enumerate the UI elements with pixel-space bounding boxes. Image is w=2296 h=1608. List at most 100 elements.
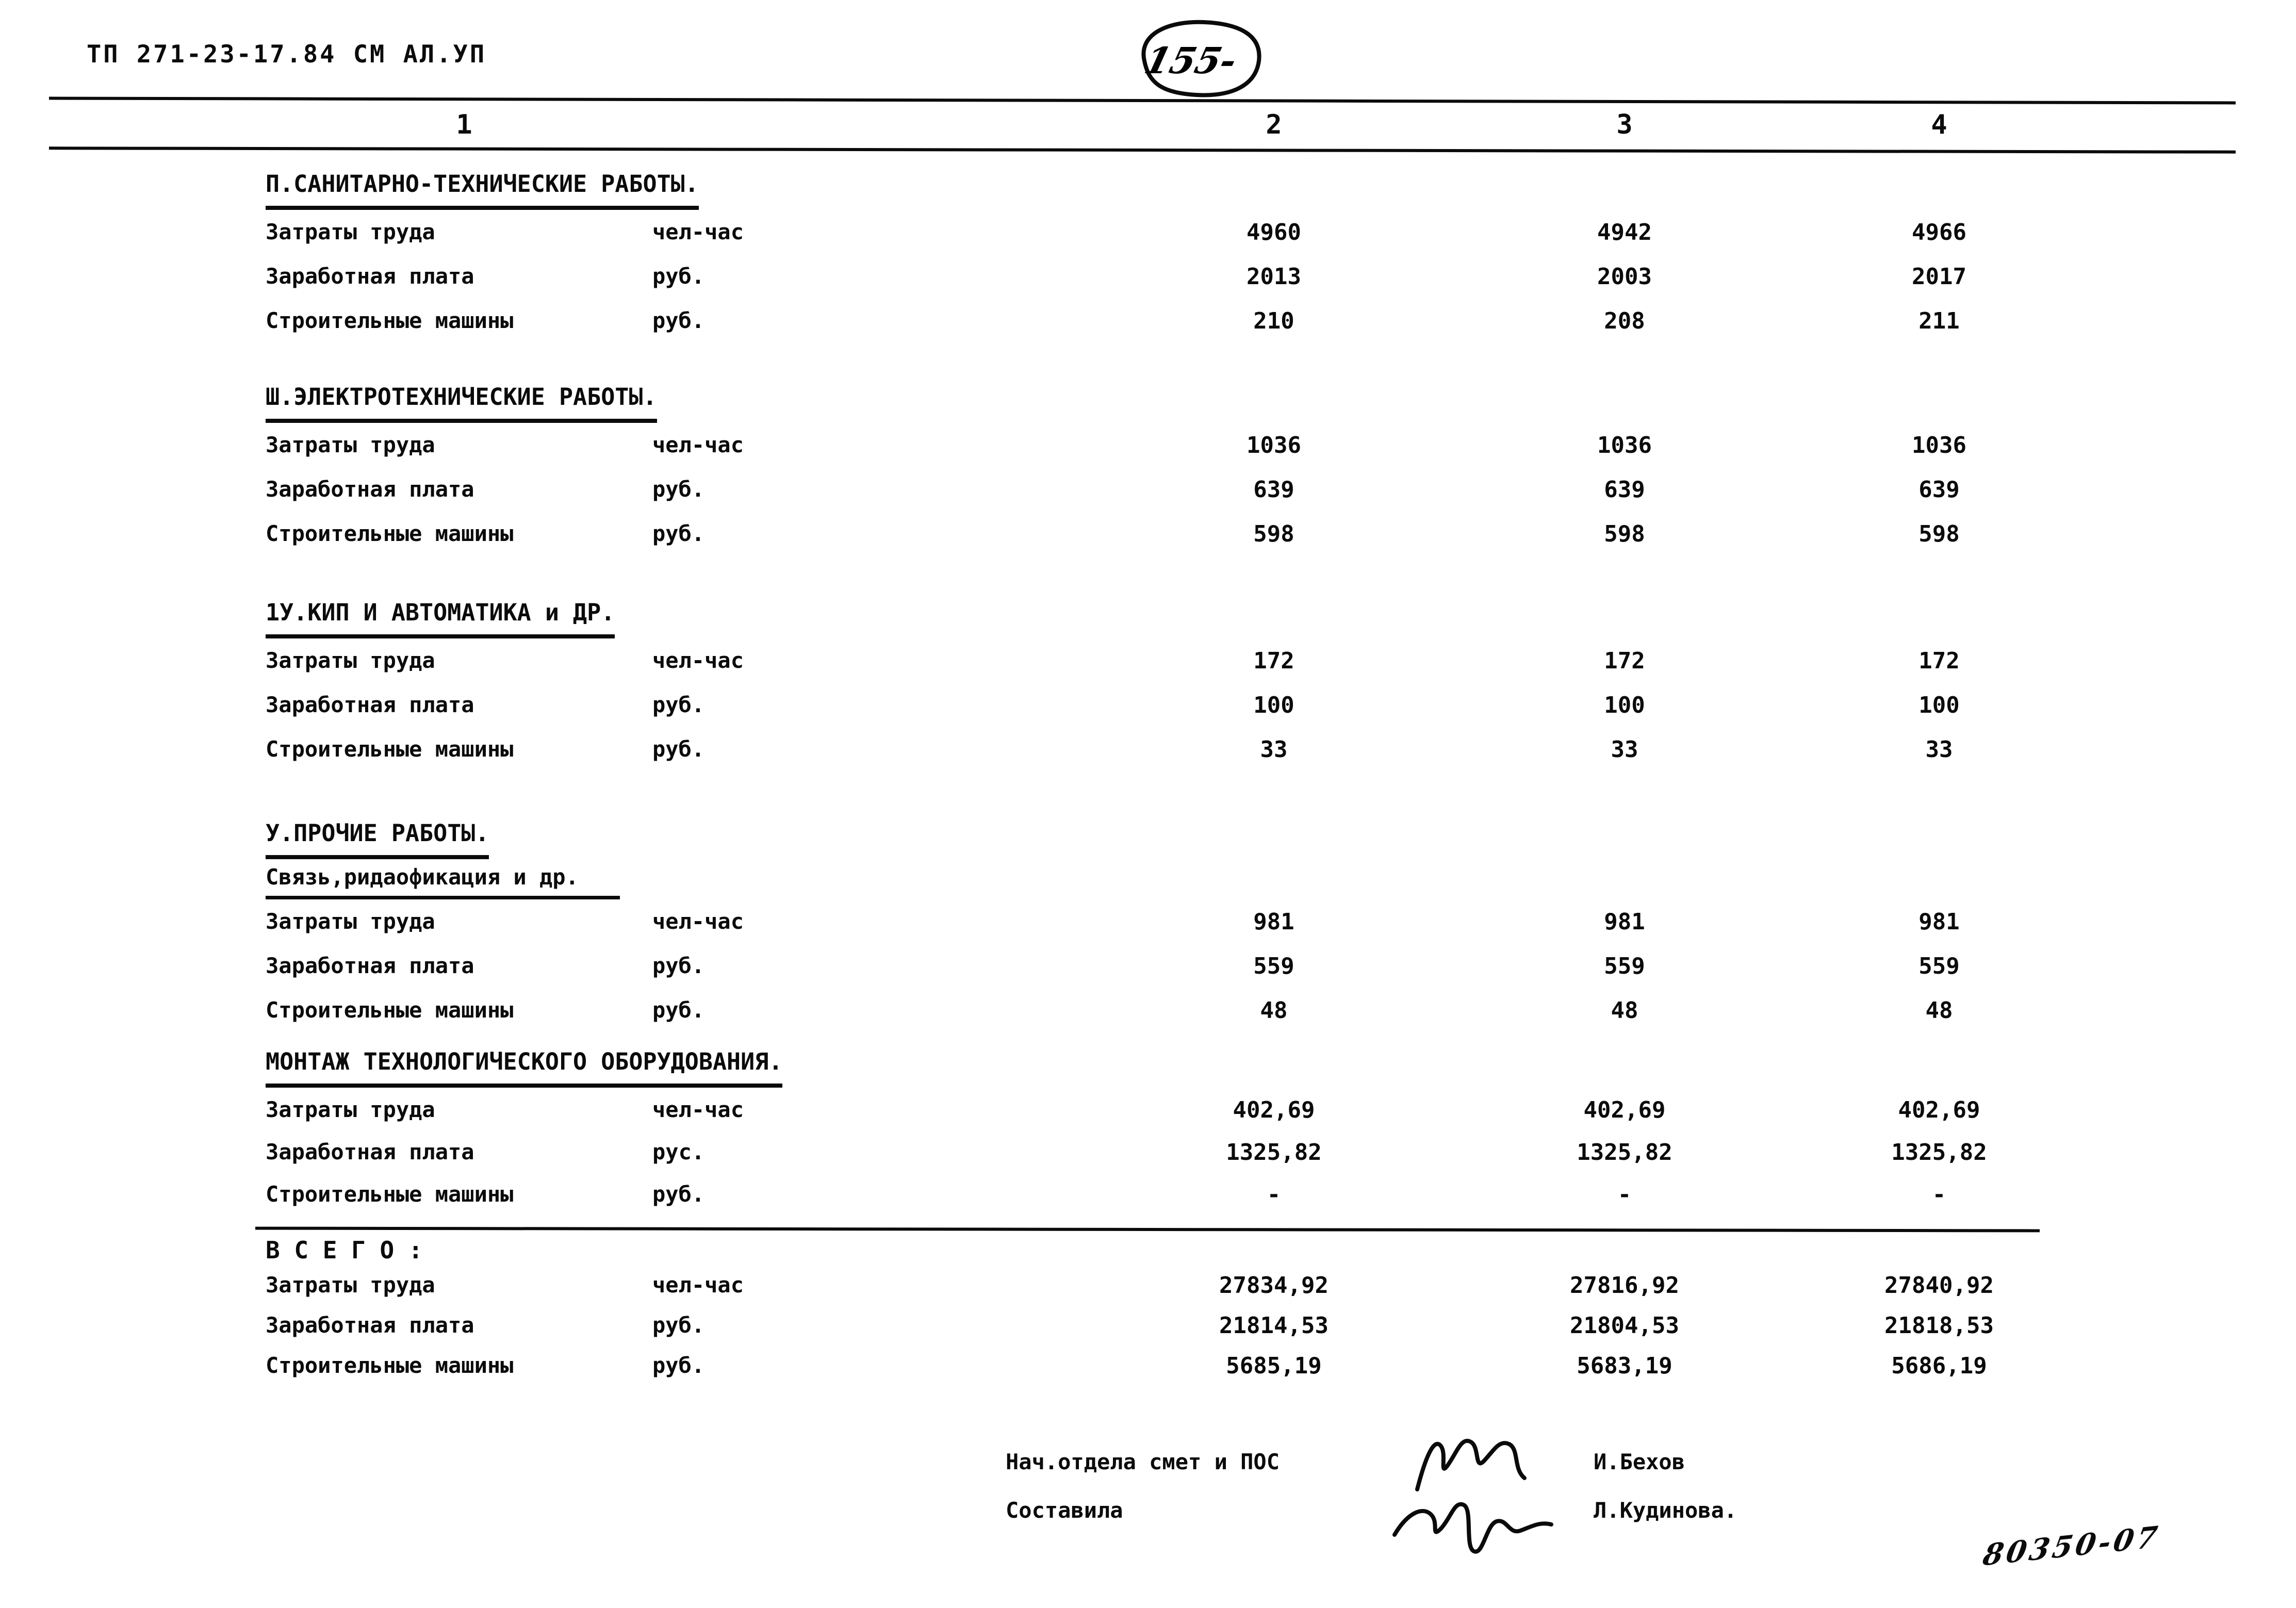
row-label: Затраты труда bbox=[266, 909, 435, 934]
row-value-col3: 1325,82 bbox=[1577, 1139, 1672, 1166]
table-body: П.САНИТАРНО-ТЕХНИЧЕСКИЕ РАБОТЫ. Затраты … bbox=[0, 165, 2296, 1393]
row-value-col4: 639 bbox=[1918, 477, 1960, 503]
row-value-col4: 33 bbox=[1925, 736, 1953, 763]
row-value-col2: 1325,82 bbox=[1226, 1139, 1322, 1166]
row-label: Строительные машины bbox=[266, 736, 514, 762]
column-header-3: 3 bbox=[1616, 109, 1633, 140]
signature-squiggle-2 bbox=[1392, 1502, 1553, 1554]
row-value-col2: 100 bbox=[1253, 692, 1294, 718]
row-value-col2: 2013 bbox=[1247, 264, 1301, 290]
row-value-col2: 559 bbox=[1253, 953, 1294, 979]
table-row: Затраты труда чел-час 172 172 172 bbox=[0, 648, 2296, 692]
row-value-col4: 27840,92 bbox=[1884, 1272, 1994, 1299]
table-row: Заработная плата рус. 1325,82 1325,82 13… bbox=[0, 1139, 2296, 1182]
row-value-col3: 639 bbox=[1604, 477, 1645, 503]
row-unit: чел-час bbox=[652, 648, 744, 673]
row-value-col2: 33 bbox=[1260, 736, 1288, 763]
total-separator-rule bbox=[255, 1226, 2040, 1233]
row-value-col3: 402,69 bbox=[1583, 1097, 1666, 1123]
section-subtitle: Связь,ридаофикация и др. bbox=[266, 864, 2296, 899]
row-value-col4: 1325,82 bbox=[1891, 1139, 1987, 1166]
section-rows: Затраты труда чел-час 402,69 402,69 402,… bbox=[0, 1097, 2296, 1224]
column-header-2: 2 bbox=[1266, 109, 1282, 140]
row-label: Затраты труда bbox=[266, 648, 435, 673]
row-label: Строительные машины bbox=[266, 997, 514, 1023]
section-rows: Затраты труда чел-час 172 172 172 Зарабо… bbox=[0, 648, 2296, 781]
table-row: Затраты труда чел-час 1036 1036 1036 bbox=[0, 432, 2296, 477]
row-value-col4: 4966 bbox=[1912, 219, 1966, 245]
row-value-col3: 21804,53 bbox=[1570, 1312, 1679, 1339]
row-value-col2: 639 bbox=[1253, 477, 1294, 503]
table-row: Строительные машины руб. 33 33 33 bbox=[0, 736, 2296, 781]
row-value-col3: 981 bbox=[1604, 909, 1645, 935]
table-row: Заработная плата руб. 559 559 559 bbox=[0, 953, 2296, 997]
row-value-col4: 211 bbox=[1918, 308, 1960, 334]
row-value-col3: 172 bbox=[1604, 648, 1645, 674]
document-code: ТП 271-23-17.84 СМ АЛ.УП bbox=[87, 40, 487, 69]
row-label: Затраты труда bbox=[266, 1097, 435, 1122]
section-rows: Затраты труда чел-час 1036 1036 1036 Зар… bbox=[0, 432, 2296, 565]
row-label: Строительные машины bbox=[266, 1182, 514, 1207]
row-unit: чел-час bbox=[652, 432, 744, 457]
row-value-col2: 27834,92 bbox=[1219, 1272, 1329, 1299]
row-label: Заработная плата bbox=[266, 1139, 474, 1164]
row-value-col2: 598 bbox=[1253, 521, 1294, 547]
table-header-rule bbox=[48, 146, 2236, 154]
table-section: МОНТАЖ ТЕХНОЛОГИЧЕСКОГО ОБОРУДОВАНИЯ. За… bbox=[0, 1048, 2296, 1224]
row-value-col3: 4942 bbox=[1597, 219, 1652, 245]
row-value-col3: 48 bbox=[1611, 997, 1638, 1024]
section-title: Ш.ЭЛЕКТРОТЕХНИЧЕСКИЕ РАБОТЫ. bbox=[266, 383, 2296, 423]
row-value-col3: 1036 bbox=[1597, 432, 1652, 458]
row-value-col2: 48 bbox=[1260, 997, 1288, 1024]
row-label: Затраты труда bbox=[266, 1272, 435, 1298]
row-unit: чел-час bbox=[652, 1272, 744, 1298]
circle-outline bbox=[1141, 20, 1261, 97]
row-value-col2: 4960 bbox=[1247, 219, 1301, 245]
table-row: Строительные машины руб. 598 598 598 bbox=[0, 521, 2296, 565]
row-unit: чел-час bbox=[652, 219, 744, 244]
row-value-col4: 48 bbox=[1925, 997, 1953, 1024]
row-label: Заработная плата bbox=[266, 477, 474, 502]
row-label: Заработная плата bbox=[266, 264, 474, 289]
page-number: 155- bbox=[1140, 39, 1241, 82]
signer-role: Составила bbox=[1006, 1498, 1123, 1523]
table-section: Ш.ЭЛЕКТРОТЕХНИЧЕСКИЕ РАБОТЫ. Затраты тру… bbox=[0, 383, 2296, 565]
row-unit: чел-час bbox=[652, 1097, 744, 1122]
table-row: Затраты труда чел-час 981 981 981 bbox=[0, 909, 2296, 953]
row-label: Заработная плата bbox=[266, 953, 474, 978]
row-value-col3: 559 bbox=[1604, 953, 1645, 979]
row-value-col3: 598 bbox=[1604, 521, 1645, 547]
signature-squiggle-1 bbox=[1415, 1439, 1527, 1491]
row-value-col4: 981 bbox=[1918, 909, 1960, 935]
section-title: 1У.КИП И АВТОМАТИКА и ДР. bbox=[266, 599, 2296, 638]
sections-container: П.САНИТАРНО-ТЕХНИЧЕСКИЕ РАБОТЫ. Затраты … bbox=[0, 170, 2296, 1224]
table-row: Строительные машины руб. 210 208 211 bbox=[0, 308, 2296, 352]
row-value-col4: 402,69 bbox=[1898, 1097, 1980, 1123]
row-value-col4: - bbox=[1932, 1182, 1946, 1208]
row-value-col3: 2003 bbox=[1597, 264, 1652, 290]
row-label: Строительные машины bbox=[266, 1353, 514, 1378]
signer-role: Нач.отдела смет и ПОС bbox=[1006, 1449, 1280, 1474]
table-section: У.ПРОЧИЕ РАБОТЫ. Связь,ридаофикация и др… bbox=[0, 819, 2296, 1042]
signer-name: И.Бехов bbox=[1594, 1449, 1685, 1474]
section-rows: Затраты труда чел-час 981 981 981 Зарабо… bbox=[0, 909, 2296, 1042]
row-value-col4: 598 bbox=[1918, 521, 1960, 547]
table-row: Заработная плата руб. 21814,53 21804,53 … bbox=[0, 1312, 2296, 1353]
row-unit: руб. bbox=[652, 264, 705, 289]
signature-row: Нач.отдела смет и ПОС И.Бехов bbox=[0, 1449, 2296, 1498]
table-row: Заработная плата руб. 639 639 639 bbox=[0, 477, 2296, 521]
row-unit: руб. bbox=[652, 1312, 705, 1338]
total-rows: Затраты труда чел-час 27834,92 27816,92 … bbox=[0, 1272, 2296, 1393]
row-unit: чел-час bbox=[652, 909, 744, 934]
signer-name: Л.Кудинова. bbox=[1594, 1498, 1737, 1523]
section-title: МОНТАЖ ТЕХНОЛОГИЧЕСКОГО ОБОРУДОВАНИЯ. bbox=[266, 1048, 2296, 1088]
row-unit: руб. bbox=[652, 521, 705, 546]
row-value-col3: 27816,92 bbox=[1570, 1272, 1679, 1299]
page-number-circle: 155- bbox=[1140, 20, 1261, 97]
row-value-col3: 33 bbox=[1611, 736, 1638, 763]
row-value-col2: - bbox=[1267, 1182, 1281, 1208]
row-value-col2: 172 bbox=[1253, 648, 1294, 674]
total-title: В С Е Г О : bbox=[266, 1236, 423, 1264]
row-value-col2: 21814,53 bbox=[1219, 1312, 1329, 1339]
